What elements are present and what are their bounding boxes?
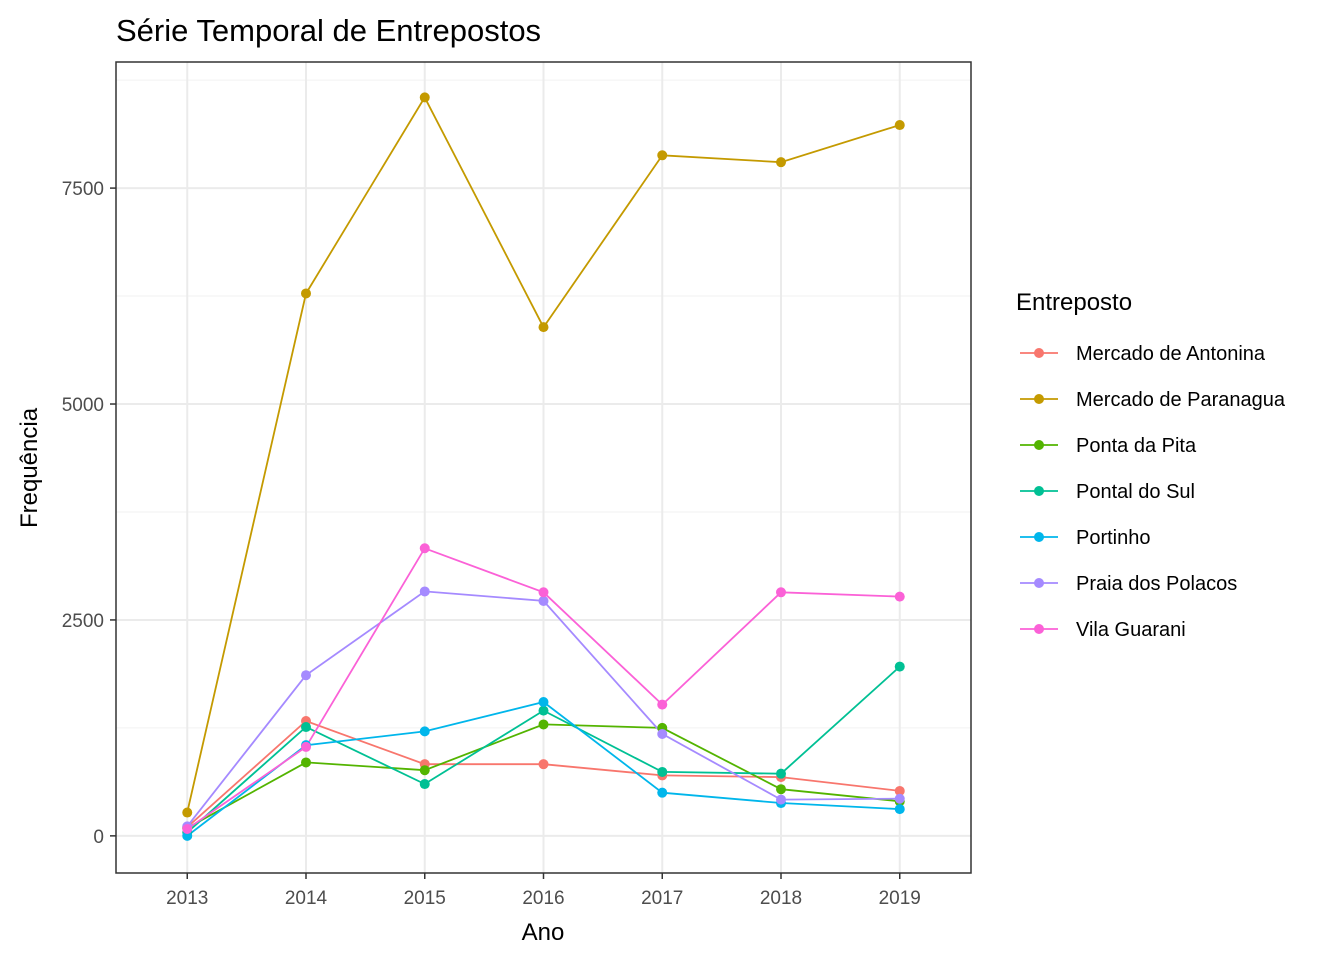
- data-point: [301, 722, 311, 733]
- legend-label: Portinho: [1076, 527, 1151, 549]
- data-point: [419, 765, 430, 776]
- data-point: [301, 670, 311, 681]
- data-point: [776, 768, 786, 779]
- data-point: [894, 804, 905, 815]
- data-point: [894, 661, 905, 672]
- legend-label: Vila Guarani: [1076, 619, 1186, 641]
- data-point: [657, 150, 668, 161]
- y-tick-label: 7500: [62, 179, 104, 200]
- legend: Mercado de Antonina Mercado de Paranagua P…: [1020, 343, 1286, 641]
- data-point: [538, 322, 549, 333]
- y-tick-label: 2500: [62, 611, 104, 632]
- data-point: [776, 157, 786, 168]
- y-tick-label: 0: [93, 827, 104, 848]
- legend-title: Entreposto: [1016, 289, 1132, 316]
- data-point: [538, 696, 549, 707]
- data-point: [894, 120, 905, 131]
- legend-key-point: [1034, 440, 1044, 450]
- x-tick-label: 2014: [285, 888, 328, 909]
- x-axis-label: Ano: [522, 919, 565, 946]
- x-tick-label: 2016: [522, 888, 564, 909]
- data-point: [538, 587, 549, 598]
- data-point: [657, 699, 668, 710]
- legend-label: Pontal do Sul: [1076, 481, 1195, 503]
- legend-key-point: [1034, 394, 1044, 404]
- y-axis-label: Frequência: [16, 407, 43, 528]
- data-point: [419, 726, 430, 737]
- data-point: [419, 586, 430, 597]
- y-tick-label: 5000: [62, 395, 104, 416]
- plot-area: 0 2500 5000 7500 2013 2014 2015 2016 2017 2018 201…: [62, 61, 972, 909]
- x-tick-label: 2019: [879, 888, 921, 909]
- data-point: [776, 794, 786, 805]
- legend-key-point: [1034, 486, 1044, 496]
- data-point: [419, 543, 430, 554]
- x-tick-label: 2018: [760, 888, 802, 909]
- data-point: [538, 759, 549, 770]
- data-point: [301, 741, 311, 752]
- legend-key-point: [1034, 348, 1044, 358]
- chart-title: Série Temporal de Entrepostos: [116, 13, 541, 48]
- data-point: [182, 830, 193, 841]
- data-point: [538, 705, 549, 716]
- data-point: [776, 587, 786, 598]
- legend-label: Mercado de Antonina: [1076, 343, 1266, 365]
- data-point: [657, 728, 668, 739]
- data-point: [894, 793, 905, 804]
- x-tick-label: 2015: [404, 888, 446, 909]
- legend-key-point: [1034, 624, 1044, 634]
- data-point: [301, 757, 311, 768]
- data-point: [419, 92, 430, 103]
- data-point: [776, 784, 786, 795]
- legend-key-point: [1034, 578, 1044, 588]
- data-point: [182, 807, 193, 818]
- data-point: [538, 719, 549, 730]
- x-tick-label: 2017: [641, 888, 683, 909]
- data-point: [538, 595, 549, 606]
- data-point: [657, 766, 668, 777]
- data-point: [657, 787, 668, 798]
- data-point: [182, 823, 193, 834]
- data-point: [301, 288, 311, 299]
- data-point: [894, 785, 905, 796]
- legend-label: Praia dos Polacos: [1076, 573, 1237, 595]
- data-point: [894, 591, 905, 602]
- x-tick-label: 2013: [166, 888, 208, 909]
- data-point: [419, 779, 430, 790]
- legend-label: Mercado de Paranagua: [1076, 389, 1286, 411]
- legend-label: Ponta da Pita: [1076, 435, 1197, 457]
- legend-key-point: [1034, 532, 1044, 542]
